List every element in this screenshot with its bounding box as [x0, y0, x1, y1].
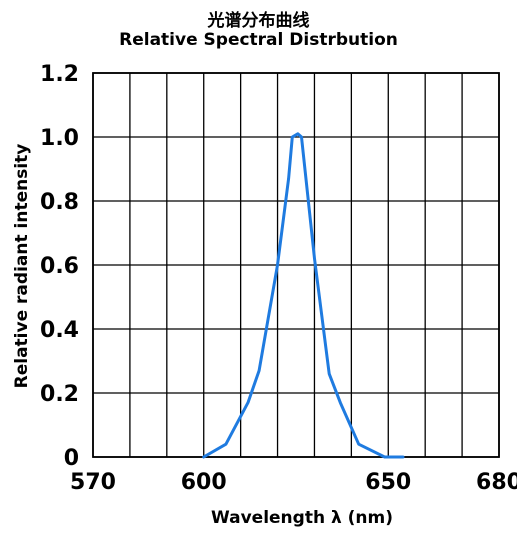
y-axis-label: Relative radiant intensity	[12, 144, 32, 389]
x-axis-label: Wavelength λ (nm)	[211, 508, 393, 528]
x-tick-labels: 570 600 650 680	[70, 470, 517, 495]
chart-subtitle: Relative Spectral Distrbution	[119, 30, 398, 50]
x-tick-label: 650	[365, 470, 411, 495]
y-tick-label: 1.2	[40, 62, 79, 87]
y-tick-label: 0.4	[40, 318, 79, 343]
y-tick-labels: 0 0.2 0.4 0.6 0.8 1.0 1.2	[40, 62, 79, 471]
y-tick-label: 0.2	[40, 382, 79, 407]
y-tick-label: 0.6	[40, 254, 79, 279]
chart-series	[202, 132, 405, 459]
x-tick-label: 600	[181, 470, 227, 495]
plot-frame	[92, 72, 500, 458]
series-line-0	[202, 132, 405, 459]
y-tick-label: 0	[64, 446, 79, 471]
y-tick-label: 0.8	[40, 190, 79, 215]
x-tick-label: 570	[70, 470, 116, 495]
x-tick-label: 680	[476, 470, 517, 495]
chart-title: 光谱分布曲线	[207, 11, 310, 31]
chart-grid	[92, 72, 500, 458]
y-tick-label: 1.0	[40, 126, 79, 151]
